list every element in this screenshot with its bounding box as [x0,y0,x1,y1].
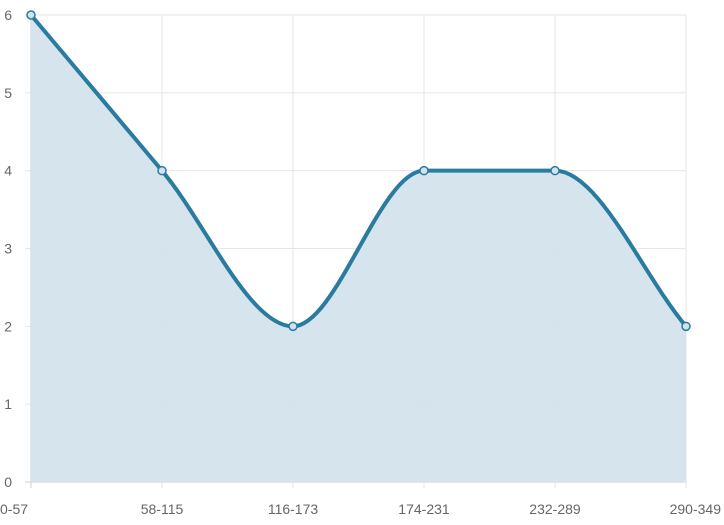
data-point[interactable] [681,321,691,332]
data-point[interactable] [419,165,429,176]
x-tick-label: 290-349 [670,501,722,517]
data-point[interactable] [550,165,560,176]
x-axis-ticks: 0-57 58-115 116-173 174-231 232-289 290-349 [0,501,721,517]
y-tick-label: 4 [4,163,12,179]
series-line [29,13,688,329]
x-tick-label: 58-115 [141,501,184,517]
data-point[interactable] [26,10,36,20]
y-tick-label: 6 [4,7,12,23]
y-tick-label: 3 [4,241,12,257]
y-tick-label: 0 [4,474,12,490]
data-point[interactable] [288,321,298,332]
x-tick-label: 232-289 [529,501,581,517]
y-tick-label: 1 [4,396,12,412]
data-point[interactable] [157,165,167,176]
x-tick-label: 116-173 [268,501,319,517]
area-fill [31,15,686,482]
x-tick-label: 174-231 [398,501,450,517]
y-tick-label: 5 [4,85,12,101]
x-tick-label: 0-57 [0,501,28,517]
y-axis-ticks: 0 1 2 3 4 5 6 [4,7,12,490]
y-tick-label: 2 [4,318,12,334]
data-points [26,10,691,332]
